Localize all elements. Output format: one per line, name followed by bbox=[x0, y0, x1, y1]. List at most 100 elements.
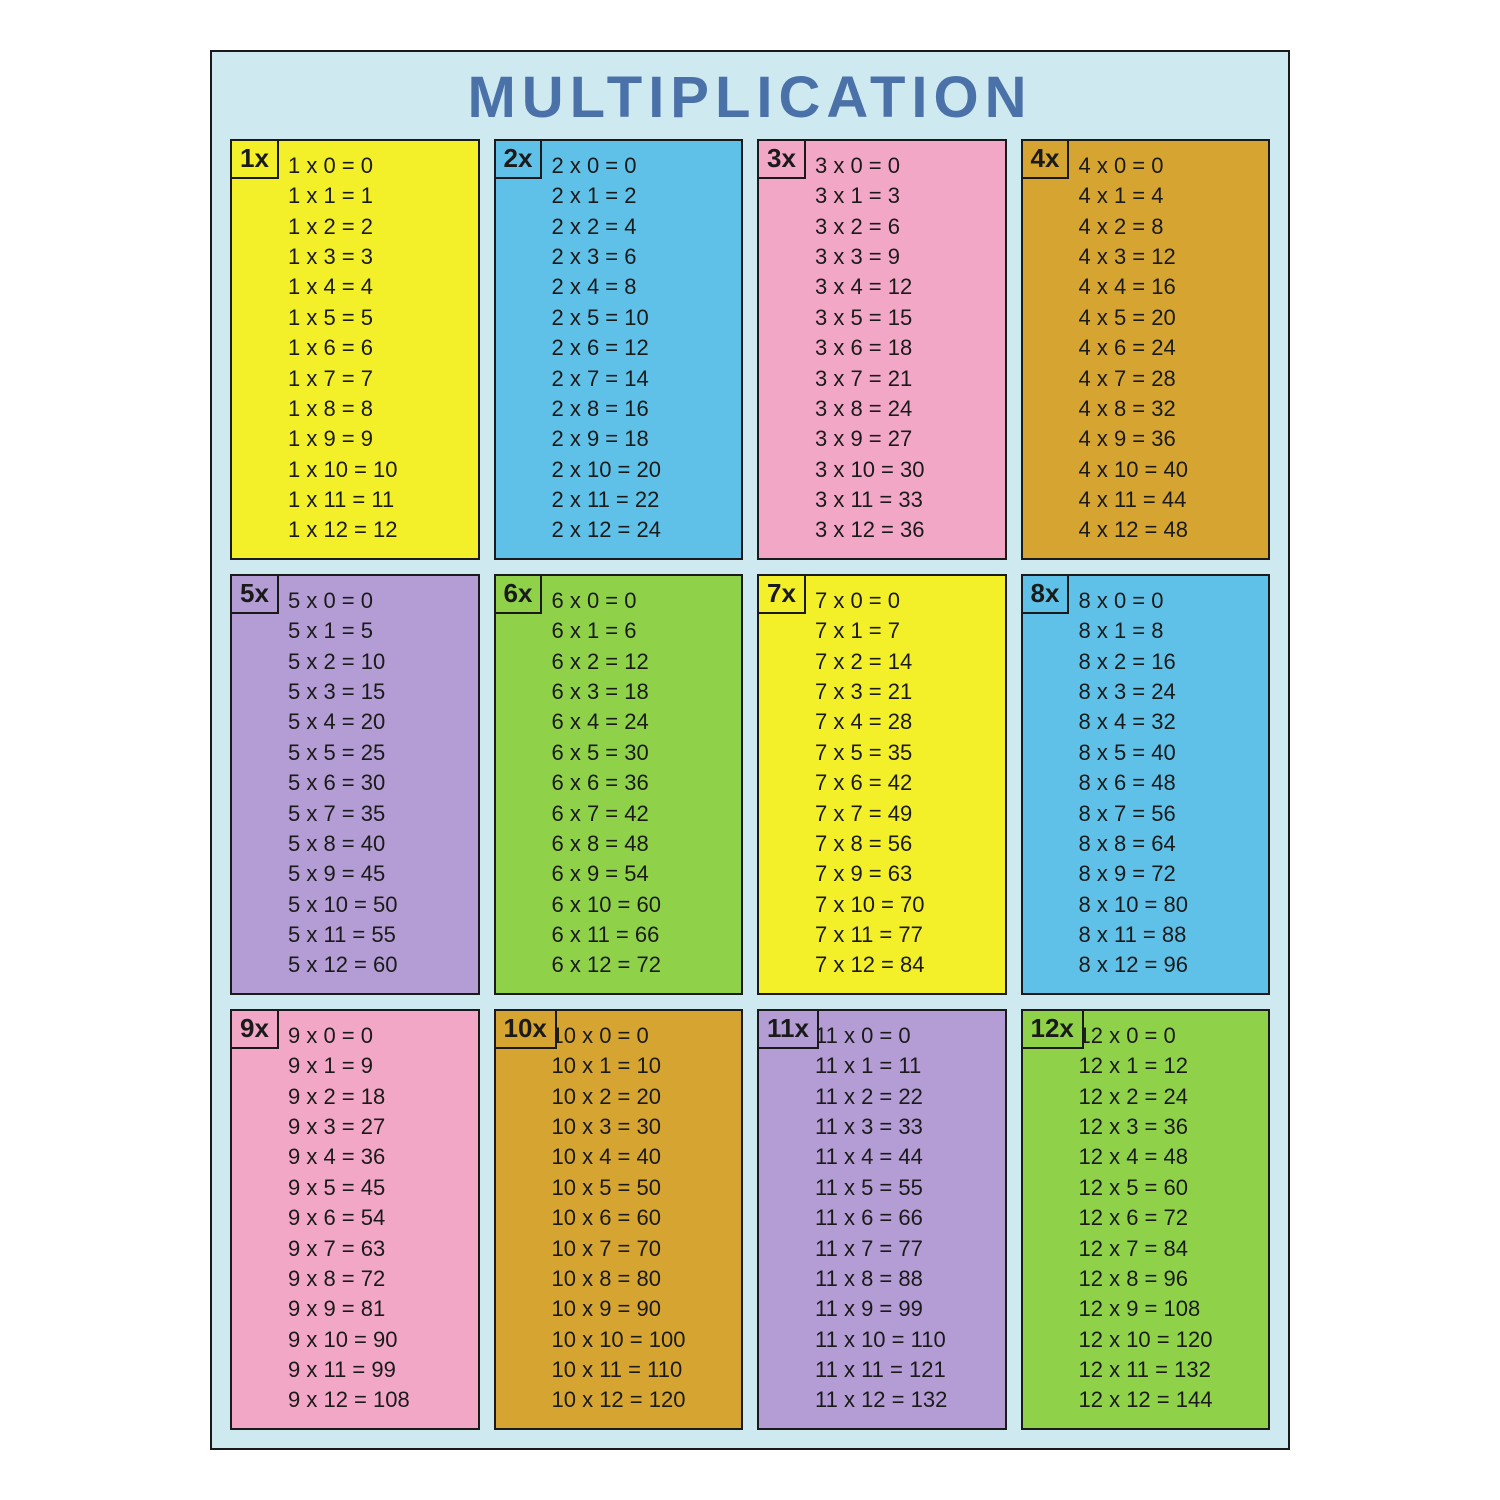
fact-row: 12 x 7 = 84 bbox=[1079, 1234, 1269, 1264]
fact-row: 8 x 7 = 56 bbox=[1079, 799, 1269, 829]
fact-row: 9 x 3 = 27 bbox=[288, 1112, 478, 1142]
fact-row: 3 x 11 = 33 bbox=[815, 485, 1005, 515]
facts-list-1: 1 x 0 = 01 x 1 = 11 x 2 = 21 x 3 = 31 x … bbox=[232, 151, 478, 546]
fact-row: 10 x 7 = 70 bbox=[552, 1234, 742, 1264]
table-panel-7: 7x7 x 0 = 07 x 1 = 77 x 2 = 147 x 3 = 21… bbox=[757, 574, 1007, 995]
fact-row: 5 x 3 = 15 bbox=[288, 677, 478, 707]
fact-row: 8 x 3 = 24 bbox=[1079, 677, 1269, 707]
facts-list-3: 3 x 0 = 03 x 1 = 33 x 2 = 63 x 3 = 93 x … bbox=[759, 151, 1005, 546]
fact-row: 4 x 12 = 48 bbox=[1079, 515, 1269, 545]
table-panel-11: 11x11 x 0 = 011 x 1 = 1111 x 2 = 2211 x … bbox=[757, 1009, 1007, 1430]
fact-row: 6 x 7 = 42 bbox=[552, 799, 742, 829]
fact-row: 9 x 12 = 108 bbox=[288, 1385, 478, 1415]
fact-row: 9 x 5 = 45 bbox=[288, 1173, 478, 1203]
fact-row: 2 x 2 = 4 bbox=[552, 212, 742, 242]
facts-list-2: 2 x 0 = 02 x 1 = 22 x 2 = 42 x 3 = 62 x … bbox=[496, 151, 742, 546]
table-tab-3: 3x bbox=[757, 139, 806, 179]
table-tab-4: 4x bbox=[1021, 139, 1070, 179]
facts-list-10: 10 x 0 = 010 x 1 = 1010 x 2 = 2010 x 3 =… bbox=[496, 1021, 742, 1416]
fact-row: 6 x 1 = 6 bbox=[552, 616, 742, 646]
fact-row: 2 x 7 = 14 bbox=[552, 364, 742, 394]
fact-row: 9 x 11 = 99 bbox=[288, 1355, 478, 1385]
facts-list-11: 11 x 0 = 011 x 1 = 1111 x 2 = 2211 x 3 =… bbox=[759, 1021, 1005, 1416]
fact-row: 11 x 2 = 22 bbox=[815, 1082, 1005, 1112]
fact-row: 11 x 4 = 44 bbox=[815, 1142, 1005, 1172]
fact-row: 2 x 3 = 6 bbox=[552, 242, 742, 272]
fact-row: 10 x 4 = 40 bbox=[552, 1142, 742, 1172]
table-tab-12: 12x bbox=[1021, 1009, 1084, 1049]
fact-row: 5 x 9 = 45 bbox=[288, 859, 478, 889]
tables-grid: 1x1 x 0 = 01 x 1 = 11 x 2 = 21 x 3 = 31 … bbox=[230, 139, 1270, 1430]
fact-row: 3 x 10 = 30 bbox=[815, 455, 1005, 485]
fact-row: 8 x 6 = 48 bbox=[1079, 768, 1269, 798]
table-tab-7: 7x bbox=[757, 574, 806, 614]
fact-row: 6 x 4 = 24 bbox=[552, 707, 742, 737]
fact-row: 4 x 9 = 36 bbox=[1079, 424, 1269, 454]
fact-row: 2 x 12 = 24 bbox=[552, 515, 742, 545]
fact-row: 1 x 8 = 8 bbox=[288, 394, 478, 424]
fact-row: 2 x 9 = 18 bbox=[552, 424, 742, 454]
fact-row: 6 x 5 = 30 bbox=[552, 738, 742, 768]
fact-row: 9 x 7 = 63 bbox=[288, 1234, 478, 1264]
fact-row: 7 x 9 = 63 bbox=[815, 859, 1005, 889]
fact-row: 6 x 6 = 36 bbox=[552, 768, 742, 798]
table-panel-8: 8x8 x 0 = 08 x 1 = 88 x 2 = 168 x 3 = 24… bbox=[1021, 574, 1271, 995]
fact-row: 8 x 10 = 80 bbox=[1079, 890, 1269, 920]
fact-row: 4 x 3 = 12 bbox=[1079, 242, 1269, 272]
table-panel-1: 1x1 x 0 = 01 x 1 = 11 x 2 = 21 x 3 = 31 … bbox=[230, 139, 480, 560]
table-tab-8: 8x bbox=[1021, 574, 1070, 614]
fact-row: 11 x 3 = 33 bbox=[815, 1112, 1005, 1142]
fact-row: 1 x 10 = 10 bbox=[288, 455, 478, 485]
fact-row: 12 x 0 = 0 bbox=[1079, 1021, 1269, 1051]
table-tab-6: 6x bbox=[494, 574, 543, 614]
fact-row: 7 x 7 = 49 bbox=[815, 799, 1005, 829]
fact-row: 8 x 12 = 96 bbox=[1079, 950, 1269, 980]
fact-row: 6 x 0 = 0 bbox=[552, 586, 742, 616]
fact-row: 6 x 9 = 54 bbox=[552, 859, 742, 889]
fact-row: 11 x 12 = 132 bbox=[815, 1385, 1005, 1415]
table-panel-10: 10x10 x 0 = 010 x 1 = 1010 x 2 = 2010 x … bbox=[494, 1009, 744, 1430]
fact-row: 2 x 0 = 0 bbox=[552, 151, 742, 181]
fact-row: 9 x 6 = 54 bbox=[288, 1203, 478, 1233]
fact-row: 4 x 7 = 28 bbox=[1079, 364, 1269, 394]
fact-row: 12 x 9 = 108 bbox=[1079, 1294, 1269, 1324]
fact-row: 12 x 12 = 144 bbox=[1079, 1385, 1269, 1415]
facts-list-5: 5 x 0 = 05 x 1 = 55 x 2 = 105 x 3 = 155 … bbox=[232, 586, 478, 981]
multiplication-poster: MULTIPLICATION 1x1 x 0 = 01 x 1 = 11 x 2… bbox=[210, 50, 1290, 1450]
fact-row: 7 x 5 = 35 bbox=[815, 738, 1005, 768]
table-tab-10: 10x bbox=[494, 1009, 557, 1049]
fact-row: 11 x 11 = 121 bbox=[815, 1355, 1005, 1385]
fact-row: 10 x 1 = 10 bbox=[552, 1051, 742, 1081]
fact-row: 3 x 7 = 21 bbox=[815, 364, 1005, 394]
fact-row: 9 x 1 = 9 bbox=[288, 1051, 478, 1081]
fact-row: 12 x 4 = 48 bbox=[1079, 1142, 1269, 1172]
fact-row: 1 x 3 = 3 bbox=[288, 242, 478, 272]
table-panel-4: 4x4 x 0 = 04 x 1 = 44 x 2 = 84 x 3 = 124… bbox=[1021, 139, 1271, 560]
fact-row: 11 x 10 = 110 bbox=[815, 1325, 1005, 1355]
fact-row: 3 x 2 = 6 bbox=[815, 212, 1005, 242]
facts-list-4: 4 x 0 = 04 x 1 = 44 x 2 = 84 x 3 = 124 x… bbox=[1023, 151, 1269, 546]
facts-list-12: 12 x 0 = 012 x 1 = 1212 x 2 = 2412 x 3 =… bbox=[1023, 1021, 1269, 1416]
fact-row: 1 x 2 = 2 bbox=[288, 212, 478, 242]
fact-row: 6 x 2 = 12 bbox=[552, 647, 742, 677]
fact-row: 7 x 4 = 28 bbox=[815, 707, 1005, 737]
fact-row: 2 x 4 = 8 bbox=[552, 272, 742, 302]
fact-row: 12 x 1 = 12 bbox=[1079, 1051, 1269, 1081]
fact-row: 8 x 2 = 16 bbox=[1079, 647, 1269, 677]
table-tab-5: 5x bbox=[230, 574, 279, 614]
fact-row: 4 x 10 = 40 bbox=[1079, 455, 1269, 485]
fact-row: 10 x 2 = 20 bbox=[552, 1082, 742, 1112]
fact-row: 7 x 6 = 42 bbox=[815, 768, 1005, 798]
fact-row: 2 x 6 = 12 bbox=[552, 333, 742, 363]
fact-row: 10 x 3 = 30 bbox=[552, 1112, 742, 1142]
fact-row: 3 x 0 = 0 bbox=[815, 151, 1005, 181]
fact-row: 9 x 4 = 36 bbox=[288, 1142, 478, 1172]
fact-row: 1 x 4 = 4 bbox=[288, 272, 478, 302]
fact-row: 4 x 2 = 8 bbox=[1079, 212, 1269, 242]
fact-row: 9 x 2 = 18 bbox=[288, 1082, 478, 1112]
table-tab-2: 2x bbox=[494, 139, 543, 179]
fact-row: 10 x 10 = 100 bbox=[552, 1325, 742, 1355]
fact-row: 9 x 8 = 72 bbox=[288, 1264, 478, 1294]
table-panel-6: 6x6 x 0 = 06 x 1 = 66 x 2 = 126 x 3 = 18… bbox=[494, 574, 744, 995]
fact-row: 5 x 11 = 55 bbox=[288, 920, 478, 950]
